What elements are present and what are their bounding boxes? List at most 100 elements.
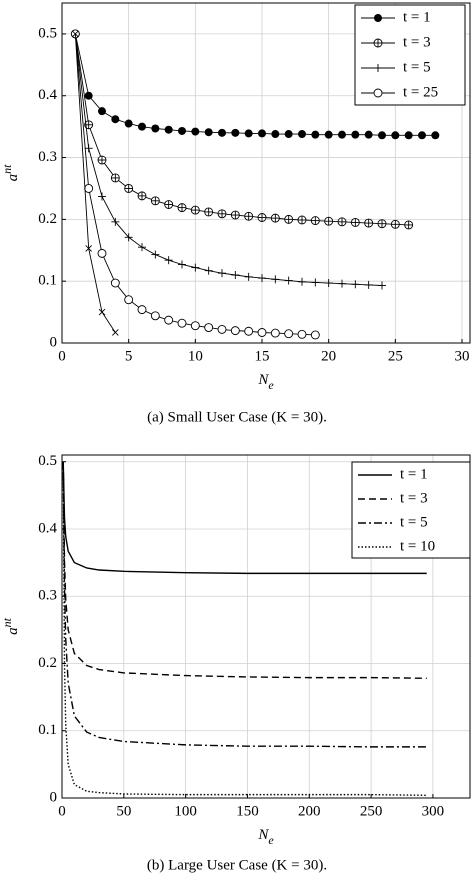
y-axis-label: ant bbox=[0, 164, 21, 182]
marker-shape bbox=[98, 107, 106, 116]
marker bbox=[298, 277, 306, 286]
y-tick-label: 0 bbox=[50, 334, 58, 350]
marker bbox=[164, 256, 173, 265]
marker bbox=[218, 128, 226, 137]
marker-shape bbox=[338, 130, 346, 139]
y-label-base: a bbox=[5, 627, 21, 635]
marker bbox=[84, 91, 93, 100]
marker bbox=[270, 213, 280, 223]
marker bbox=[351, 280, 360, 289]
y-tick-label: 0.2 bbox=[38, 211, 57, 227]
marker bbox=[190, 205, 200, 215]
marker-shape bbox=[84, 184, 94, 193]
marker-shape bbox=[378, 131, 386, 140]
marker bbox=[338, 130, 346, 139]
marker-shape bbox=[230, 326, 240, 336]
marker-shape bbox=[137, 305, 147, 315]
marker-shape bbox=[124, 119, 133, 128]
marker bbox=[97, 155, 107, 165]
marker bbox=[124, 295, 134, 305]
marker-shape bbox=[244, 326, 254, 336]
marker bbox=[284, 276, 293, 285]
marker bbox=[84, 144, 93, 153]
marker bbox=[324, 216, 334, 226]
y-tick-label: 0.5 bbox=[38, 453, 57, 469]
marker-shape bbox=[431, 131, 440, 140]
x-axis-label: Ne bbox=[257, 827, 274, 846]
legend-label: t = 5 bbox=[400, 514, 428, 530]
x-label-sub: e bbox=[268, 378, 274, 392]
marker bbox=[351, 130, 360, 139]
marker-shape bbox=[204, 323, 214, 332]
marker-shape bbox=[138, 122, 146, 131]
x-tick-label: 20 bbox=[321, 348, 336, 364]
marker bbox=[137, 305, 147, 315]
x-tick-label: 250 bbox=[360, 803, 383, 819]
marker-shape bbox=[324, 130, 333, 139]
marker bbox=[164, 200, 174, 209]
marker bbox=[178, 126, 186, 135]
marker bbox=[150, 311, 160, 321]
x-label-base: N bbox=[257, 827, 269, 843]
y-axis-label: ant bbox=[0, 617, 21, 635]
marker bbox=[204, 323, 214, 332]
marker bbox=[364, 130, 373, 139]
marker bbox=[110, 173, 120, 183]
y-tick-label: 0.3 bbox=[38, 149, 57, 165]
marker bbox=[257, 328, 267, 337]
x-tick-label: 200 bbox=[298, 803, 321, 819]
y-tick-label: 0.3 bbox=[38, 588, 57, 604]
marker-shape bbox=[284, 329, 294, 339]
marker bbox=[190, 321, 200, 331]
marker bbox=[391, 131, 400, 140]
marker bbox=[431, 131, 440, 140]
y-tick-label: 0.2 bbox=[38, 655, 57, 671]
marker-shape bbox=[391, 131, 400, 140]
marker bbox=[230, 210, 240, 220]
marker bbox=[378, 281, 386, 290]
marker bbox=[217, 209, 227, 219]
plot-frame bbox=[61, 454, 471, 799]
y-label-sup: nt bbox=[0, 617, 14, 627]
marker-shape bbox=[110, 278, 120, 288]
y-tick-label: 0.1 bbox=[38, 722, 57, 738]
marker bbox=[297, 329, 307, 339]
x-tick-label: 15 bbox=[255, 348, 270, 364]
marker bbox=[164, 315, 174, 325]
x-tick-label: 0 bbox=[58, 348, 66, 364]
marker bbox=[177, 203, 187, 213]
marker bbox=[297, 215, 307, 225]
marker bbox=[270, 328, 280, 338]
marker bbox=[244, 326, 254, 336]
marker-shape bbox=[98, 308, 106, 316]
marker bbox=[204, 128, 213, 137]
marker bbox=[364, 280, 373, 289]
marker bbox=[97, 248, 107, 258]
marker bbox=[378, 131, 386, 140]
caption: (a) Small User Case (K = 30). bbox=[147, 409, 327, 425]
marker bbox=[231, 128, 240, 137]
marker-shape bbox=[257, 328, 267, 337]
marker bbox=[338, 279, 346, 288]
x-label-base: N bbox=[257, 372, 269, 388]
marker bbox=[111, 115, 120, 124]
series-line bbox=[62, 461, 427, 797]
marker bbox=[137, 191, 147, 201]
x-tick-label: 50 bbox=[116, 803, 131, 819]
marker-shape bbox=[164, 315, 174, 325]
marker bbox=[230, 326, 240, 336]
marker bbox=[377, 219, 387, 229]
marker bbox=[364, 218, 374, 228]
x-tick-label: 10 bbox=[188, 348, 203, 364]
caption: (b) Large User Case (K = 30). bbox=[147, 857, 327, 873]
marker bbox=[373, 88, 383, 98]
marker bbox=[404, 131, 413, 140]
marker-shape bbox=[112, 329, 119, 336]
marker bbox=[217, 324, 227, 334]
y-tick-label: 0 bbox=[50, 789, 58, 805]
marker bbox=[324, 279, 333, 288]
marker-shape bbox=[191, 127, 200, 136]
marker bbox=[311, 278, 320, 287]
marker bbox=[284, 130, 293, 139]
